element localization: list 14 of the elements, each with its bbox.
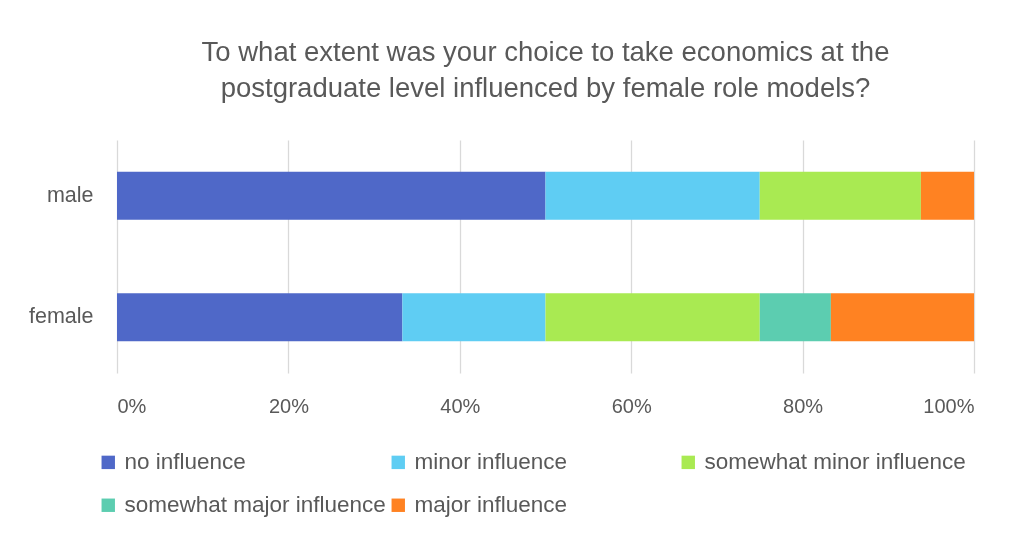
- x-tick-label: 80%: [783, 394, 824, 417]
- y-tick-label: female: [28, 304, 94, 329]
- x-tick-label: 0%: [117, 394, 147, 417]
- legend-label: major influence: [414, 492, 568, 518]
- x-tick-label: 20%: [268, 394, 310, 417]
- legend-label: minor influence: [414, 449, 568, 475]
- legend-label: somewhat major influence: [124, 492, 386, 518]
- x-tick-label: 40%: [440, 394, 481, 417]
- y-tick-label: male: [46, 182, 94, 207]
- legend-label: no influence: [124, 449, 246, 475]
- x-tick-label: 100%: [923, 394, 975, 417]
- legend-label: somewhat minor influence: [704, 449, 966, 475]
- chart-title: To what extent was your choice to take economics at the postgraduate level influenced by female role models?: [201, 35, 890, 103]
- x-tick-label: 60%: [611, 394, 652, 417]
